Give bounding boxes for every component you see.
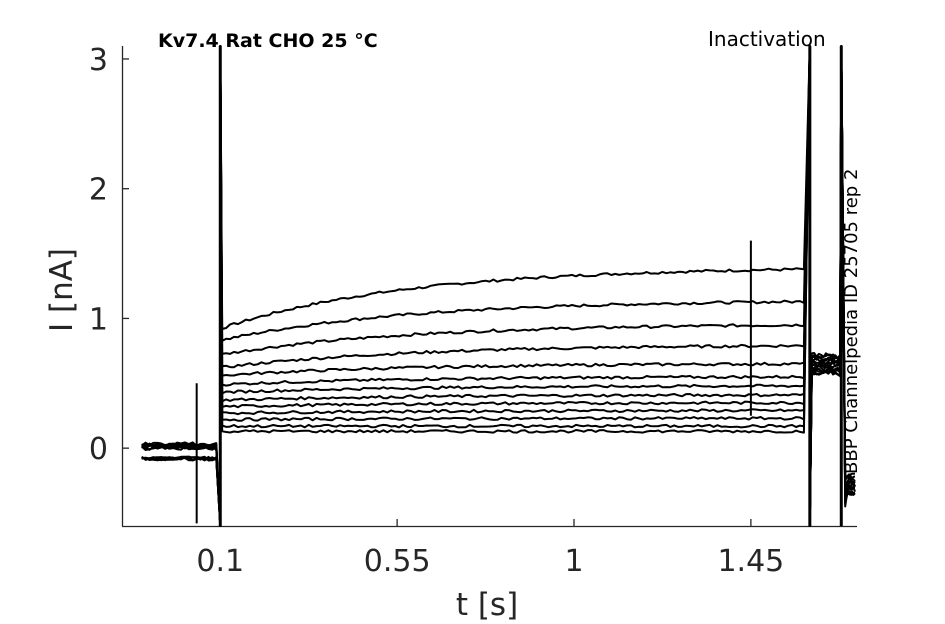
current-traces [141,45,856,527]
x-axis-label: t [s] [456,587,518,623]
y-axis-label: I [nA] [44,248,80,332]
current-trace [141,45,856,527]
x-tick-label: 0.55 [364,544,431,579]
x-tick-label: 0.1 [196,544,244,579]
y-tick-label: 0 [89,432,108,467]
current-trace [141,45,856,527]
current-trace [141,45,856,527]
x-tick-label: 1.45 [717,544,784,579]
y-tick-label: 1 [89,302,108,337]
current-trace [141,45,856,527]
current-trace [141,45,856,527]
current-trace [141,45,856,527]
x-ticks: 0.1 0.55 1 1.45 [196,519,784,579]
current-trace [141,45,856,527]
protocol-label: Inactivation [708,27,826,51]
current-trace [141,45,856,527]
current-trace [141,45,856,527]
x-tick-label: 1 [564,544,583,579]
current-trace [141,45,856,527]
y-ticks: 0 1 2 3 [89,43,129,467]
current-trace [141,45,856,527]
y-tick-label: 2 [89,173,108,208]
current-trace [141,45,856,527]
side-label: BBP Channelpedia ID 25705 rep 2 [841,169,862,474]
chart-title: Kv7.4 Rat CHO 25 °C [158,30,378,52]
y-tick-label: 3 [89,43,108,78]
current-trace [141,45,856,527]
axes [121,46,857,528]
